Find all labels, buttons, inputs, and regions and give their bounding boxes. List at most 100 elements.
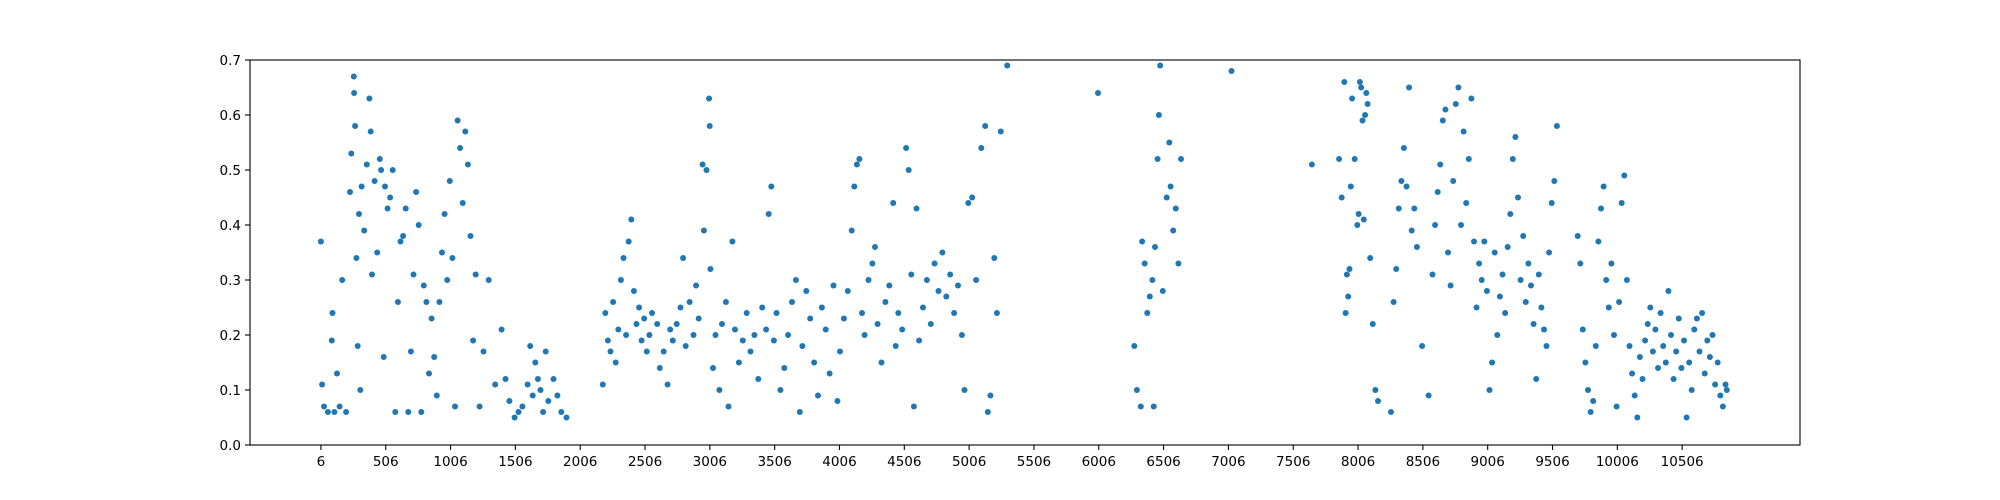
- data-point: [1512, 134, 1519, 140]
- data-point: [1665, 288, 1672, 294]
- data-point: [423, 299, 430, 305]
- data-point: [1660, 343, 1667, 349]
- data-point: [413, 189, 420, 195]
- data-point: [457, 145, 464, 151]
- data-point: [1152, 244, 1158, 250]
- data-point: [1634, 414, 1641, 421]
- data-point: [612, 359, 619, 366]
- x-tick-label: 2006: [563, 454, 597, 470]
- data-point: [476, 403, 483, 410]
- data-point: [785, 332, 792, 338]
- x-tick-label: 7006: [1211, 454, 1245, 470]
- data-point: [1473, 304, 1480, 311]
- data-point: [1673, 348, 1680, 355]
- data-point: [1354, 222, 1361, 228]
- x-tick-label: 10506: [1661, 454, 1704, 470]
- data-point: [1455, 84, 1462, 91]
- data-point: [1509, 156, 1516, 162]
- data-point: [1546, 249, 1553, 256]
- data-point: [454, 117, 461, 124]
- data-point: [1611, 332, 1617, 338]
- x-tick-label: 7506: [1276, 454, 1310, 470]
- data-point: [781, 365, 788, 371]
- data-point: [433, 392, 440, 399]
- data-point: [392, 409, 399, 415]
- data-point: [449, 255, 456, 261]
- data-point: [1146, 293, 1153, 300]
- data-point: [532, 359, 539, 366]
- data-point: [602, 310, 609, 316]
- y-tick-label: 0.7: [220, 53, 241, 69]
- data-point: [1616, 299, 1623, 305]
- data-point: [1159, 288, 1166, 294]
- data-point: [853, 161, 860, 168]
- data-point: [1167, 183, 1174, 190]
- x-tick-label: 1506: [498, 454, 532, 470]
- data-point: [759, 304, 766, 311]
- data-point: [515, 409, 522, 415]
- data-point: [1349, 95, 1356, 102]
- data-point: [1696, 348, 1703, 355]
- x-axis: 6 506 1006 1506 2006 2506 3006 3506 4006 4506 5006…: [317, 445, 1704, 470]
- data-point: [765, 211, 772, 217]
- data-point: [840, 315, 847, 322]
- data-point: [366, 95, 373, 102]
- data-point: [729, 238, 736, 245]
- data-point: [1429, 271, 1436, 278]
- data-point: [384, 205, 391, 212]
- data-point: [350, 73, 357, 80]
- data-point: [347, 189, 353, 195]
- data-point: [743, 310, 750, 316]
- data-point: [1507, 211, 1514, 217]
- data-point: [706, 123, 713, 129]
- data-point: [498, 326, 505, 333]
- data-point: [1458, 222, 1464, 228]
- data-point: [751, 332, 758, 338]
- data-point: [1308, 161, 1315, 168]
- data-point: [1393, 266, 1400, 272]
- data-point: [358, 183, 365, 190]
- data-point: [908, 271, 915, 278]
- data-point: [324, 409, 331, 415]
- data-point: [519, 403, 526, 410]
- data-point: [993, 310, 1000, 316]
- data-point: [492, 381, 499, 388]
- data-point: [807, 315, 814, 322]
- data-point: [1004, 62, 1011, 69]
- data-point: [623, 332, 630, 338]
- data-point: [910, 403, 917, 410]
- data-point: [773, 310, 780, 316]
- data-point: [444, 277, 451, 283]
- data-point: [480, 348, 487, 355]
- data-point: [534, 376, 541, 382]
- data-point: [1706, 354, 1713, 360]
- x-tick-label: 6006: [1082, 454, 1116, 470]
- data-point: [747, 348, 754, 355]
- data-point: [1704, 337, 1711, 344]
- data-point: [361, 227, 368, 234]
- data-point: [1139, 238, 1146, 245]
- data-point: [1481, 238, 1488, 245]
- data-point: [1618, 200, 1625, 206]
- data-point: [673, 321, 680, 327]
- data-point: [1347, 183, 1354, 190]
- data-point: [869, 260, 876, 267]
- data-point: [1154, 156, 1161, 162]
- data-point: [641, 315, 648, 322]
- x-tick-label: 6506: [1146, 454, 1180, 470]
- data-point: [710, 365, 716, 371]
- data-point: [1670, 376, 1677, 382]
- data-point: [428, 315, 435, 322]
- data-point: [1548, 200, 1555, 206]
- data-point: [625, 238, 632, 245]
- data-point: [667, 326, 674, 333]
- data-point: [1343, 271, 1350, 278]
- data-point: [951, 310, 958, 316]
- data-point: [464, 161, 471, 168]
- data-point: [378, 167, 385, 173]
- data-point: [1657, 310, 1664, 316]
- x-tick-label: 9006: [1471, 454, 1505, 470]
- data-point: [1590, 398, 1597, 404]
- data-point: [1172, 205, 1179, 212]
